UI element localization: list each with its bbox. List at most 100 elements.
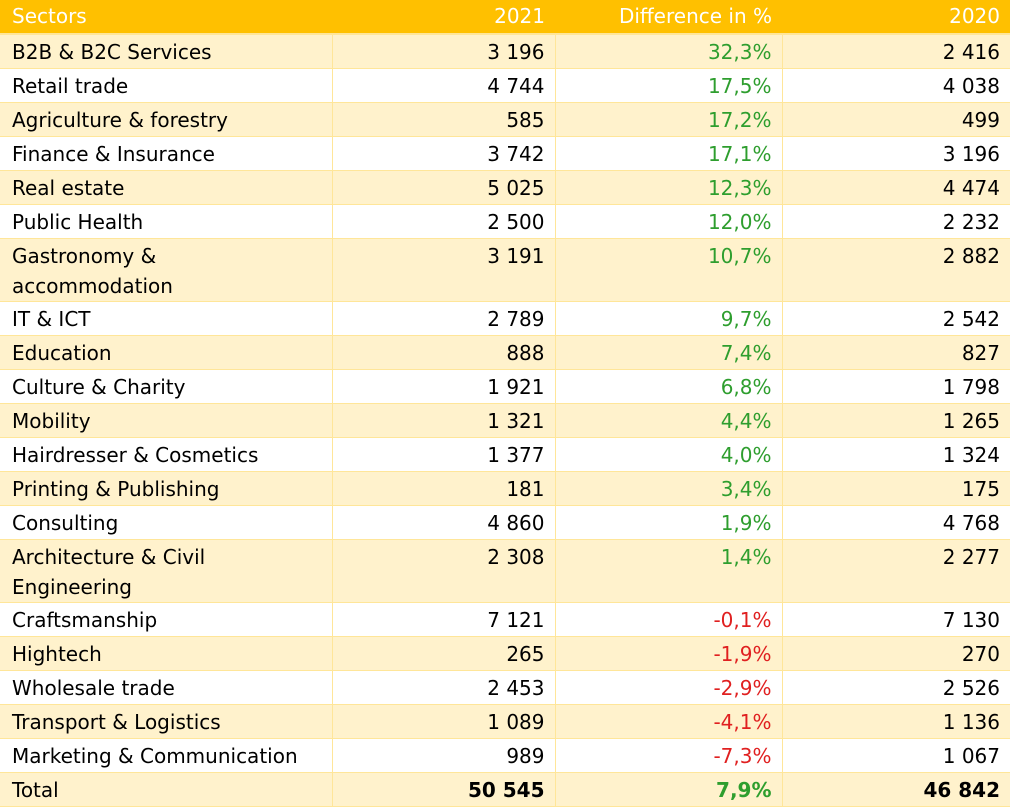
value-2021-cell: 1 921 <box>331 369 555 403</box>
sector-cell: Printing & Publishing <box>12 476 220 501</box>
difference-cell: -2,9% <box>554 670 782 704</box>
table-row: IT & ICT 2 789 9,7% 2 542 <box>0 301 1010 335</box>
sector-cell: Retail trade <box>12 73 129 98</box>
value-2020-cell: 1 265 <box>781 403 1010 437</box>
value-2021-cell: 181 <box>331 471 555 505</box>
header-difference: Difference in % <box>618 4 772 28</box>
value-2021-cell: 2 453 <box>331 670 555 704</box>
table-row: Retail trade 4 744 17,5% 4 038 <box>0 68 1010 102</box>
difference-cell: 32,3% <box>554 34 782 68</box>
value-2020-cell: 1 798 <box>781 369 1010 403</box>
table-row: Agriculture & forestry 585 17,2% 499 <box>0 102 1010 136</box>
sector-cell: Marketing & Communication <box>12 743 298 768</box>
table-row: Public Health 2 500 12,0% 2 232 <box>0 204 1010 238</box>
value-2020-cell: 46 842 <box>781 772 1010 806</box>
table-row: Wholesale trade 2 453 -2,9% 2 526 <box>0 670 1010 704</box>
value-2020-cell: 2 882 <box>781 238 1010 301</box>
header-sectors: Sectors <box>12 4 87 28</box>
value-2021-cell: 3 742 <box>331 136 555 170</box>
value-2021-cell: 2 789 <box>331 301 555 335</box>
table-row: Consulting 4 860 1,9% 4 768 <box>0 505 1010 539</box>
difference-cell: -4,1% <box>554 704 782 738</box>
sector-cell: B2B & B2C Services <box>12 40 212 64</box>
table-row: Mobility 1 321 4,4% 1 265 <box>0 403 1010 437</box>
header-row: Sectors 2021 Difference in % 2020 <box>0 0 1010 34</box>
table-row: B2B & B2C Services 3 196 32,3% 2 416 <box>0 34 1010 68</box>
header-2021: 2021 <box>494 4 545 28</box>
value-2021-cell: 2 308 <box>331 539 555 602</box>
table-row: Culture & Charity 1 921 6,8% 1 798 <box>0 369 1010 403</box>
value-2021-cell: 5 025 <box>331 170 555 204</box>
value-2021-cell: 2 500 <box>331 204 555 238</box>
value-2021-cell: 4 744 <box>331 68 555 102</box>
value-2021-cell: 265 <box>331 636 555 670</box>
sector-cell: Gastronomy & accommodation <box>12 243 173 298</box>
table-row: Gastronomy & accommodation 3 191 10,7% 2 88… <box>0 238 1010 301</box>
value-2020-cell: 3 196 <box>781 136 1010 170</box>
value-2021-cell: 1 089 <box>331 704 555 738</box>
value-2021-cell: 3 196 <box>331 34 555 68</box>
difference-cell: 6,8% <box>554 369 782 403</box>
total-row: Total 50 545 7,9% 46 842 <box>0 772 1010 806</box>
value-2020-cell: 1 136 <box>781 704 1010 738</box>
table-row: Architecture & Civil Engineering 2 308 1,4… <box>0 539 1010 602</box>
sector-cell: Architecture & Civil Engineering <box>12 544 206 599</box>
sector-cell: Education <box>12 340 112 365</box>
difference-cell: 17,1% <box>554 136 782 170</box>
sector-cell: Craftsmanship <box>12 607 158 632</box>
table-row: Hairdresser & Cosmetics 1 377 4,0% 1 324 <box>0 437 1010 471</box>
difference-cell: 7,4% <box>554 335 782 369</box>
value-2021-cell: 888 <box>331 335 555 369</box>
table-row: Transport & Logistics 1 089 -4,1% 1 136 <box>0 704 1010 738</box>
sector-cell: Total <box>12 777 59 802</box>
table-body: B2B & B2C Services 3 196 32,3% 2 416 Retail … <box>0 34 1010 806</box>
difference-cell: 12,3% <box>554 170 782 204</box>
value-2020-cell: 1 324 <box>781 437 1010 471</box>
value-2020-cell: 827 <box>781 335 1010 369</box>
value-2020-cell: 7 130 <box>781 602 1010 636</box>
table-row: Finance & Insurance 3 742 17,1% 3 196 <box>0 136 1010 170</box>
sector-cell: Mobility <box>12 408 91 433</box>
difference-cell: 17,5% <box>554 68 782 102</box>
value-2021-cell: 585 <box>331 102 555 136</box>
difference-cell: 10,7% <box>554 238 782 301</box>
difference-cell: 4,4% <box>554 403 782 437</box>
value-2020-cell: 4 768 <box>781 505 1010 539</box>
value-2021-cell: 4 860 <box>331 505 555 539</box>
sector-cell: Culture & Charity <box>12 374 186 399</box>
sector-cell: Public Health <box>12 209 144 234</box>
difference-cell: 3,4% <box>554 471 782 505</box>
value-2020-cell: 4 474 <box>781 170 1010 204</box>
sector-cell: Consulting <box>12 510 119 535</box>
value-2020-cell: 1 067 <box>781 738 1010 772</box>
difference-cell: -7,3% <box>554 738 782 772</box>
difference-cell: 1,9% <box>554 505 782 539</box>
difference-cell: -0,1% <box>554 602 782 636</box>
sector-cell: Agriculture & forestry <box>12 107 228 132</box>
value-2021-cell: 1 377 <box>331 437 555 471</box>
difference-cell: 4,0% <box>554 437 782 471</box>
sector-cell: Hightech <box>12 641 102 666</box>
value-2020-cell: 2 542 <box>781 301 1010 335</box>
table-row: Education 888 7,4% 827 <box>0 335 1010 369</box>
sector-cell: Transport & Logistics <box>12 709 221 734</box>
table-row: Marketing & Communication 989 -7,3% 1 067 <box>0 738 1010 772</box>
value-2020-cell: 270 <box>781 636 1010 670</box>
table-row: Real estate 5 025 12,3% 4 474 <box>0 170 1010 204</box>
table-row: Printing & Publishing 181 3,4% 175 <box>0 471 1010 505</box>
sector-cell: Finance & Insurance <box>12 141 215 166</box>
value-2021-cell: 989 <box>331 738 555 772</box>
difference-cell: 9,7% <box>554 301 782 335</box>
sector-cell: IT & ICT <box>12 306 91 331</box>
value-2020-cell: 2 416 <box>781 34 1010 68</box>
sector-cell: Real estate <box>12 175 125 200</box>
sector-cell: Hairdresser & Cosmetics <box>12 442 259 467</box>
value-2021-cell: 50 545 <box>331 772 555 806</box>
value-2020-cell: 2 526 <box>781 670 1010 704</box>
value-2021-cell: 1 321 <box>331 403 555 437</box>
sector-cell: Wholesale trade <box>12 675 175 700</box>
value-2020-cell: 175 <box>781 471 1010 505</box>
table-row: Hightech 265 -1,9% 270 <box>0 636 1010 670</box>
table-header: Sectors 2021 Difference in % 2020 <box>0 0 1010 34</box>
